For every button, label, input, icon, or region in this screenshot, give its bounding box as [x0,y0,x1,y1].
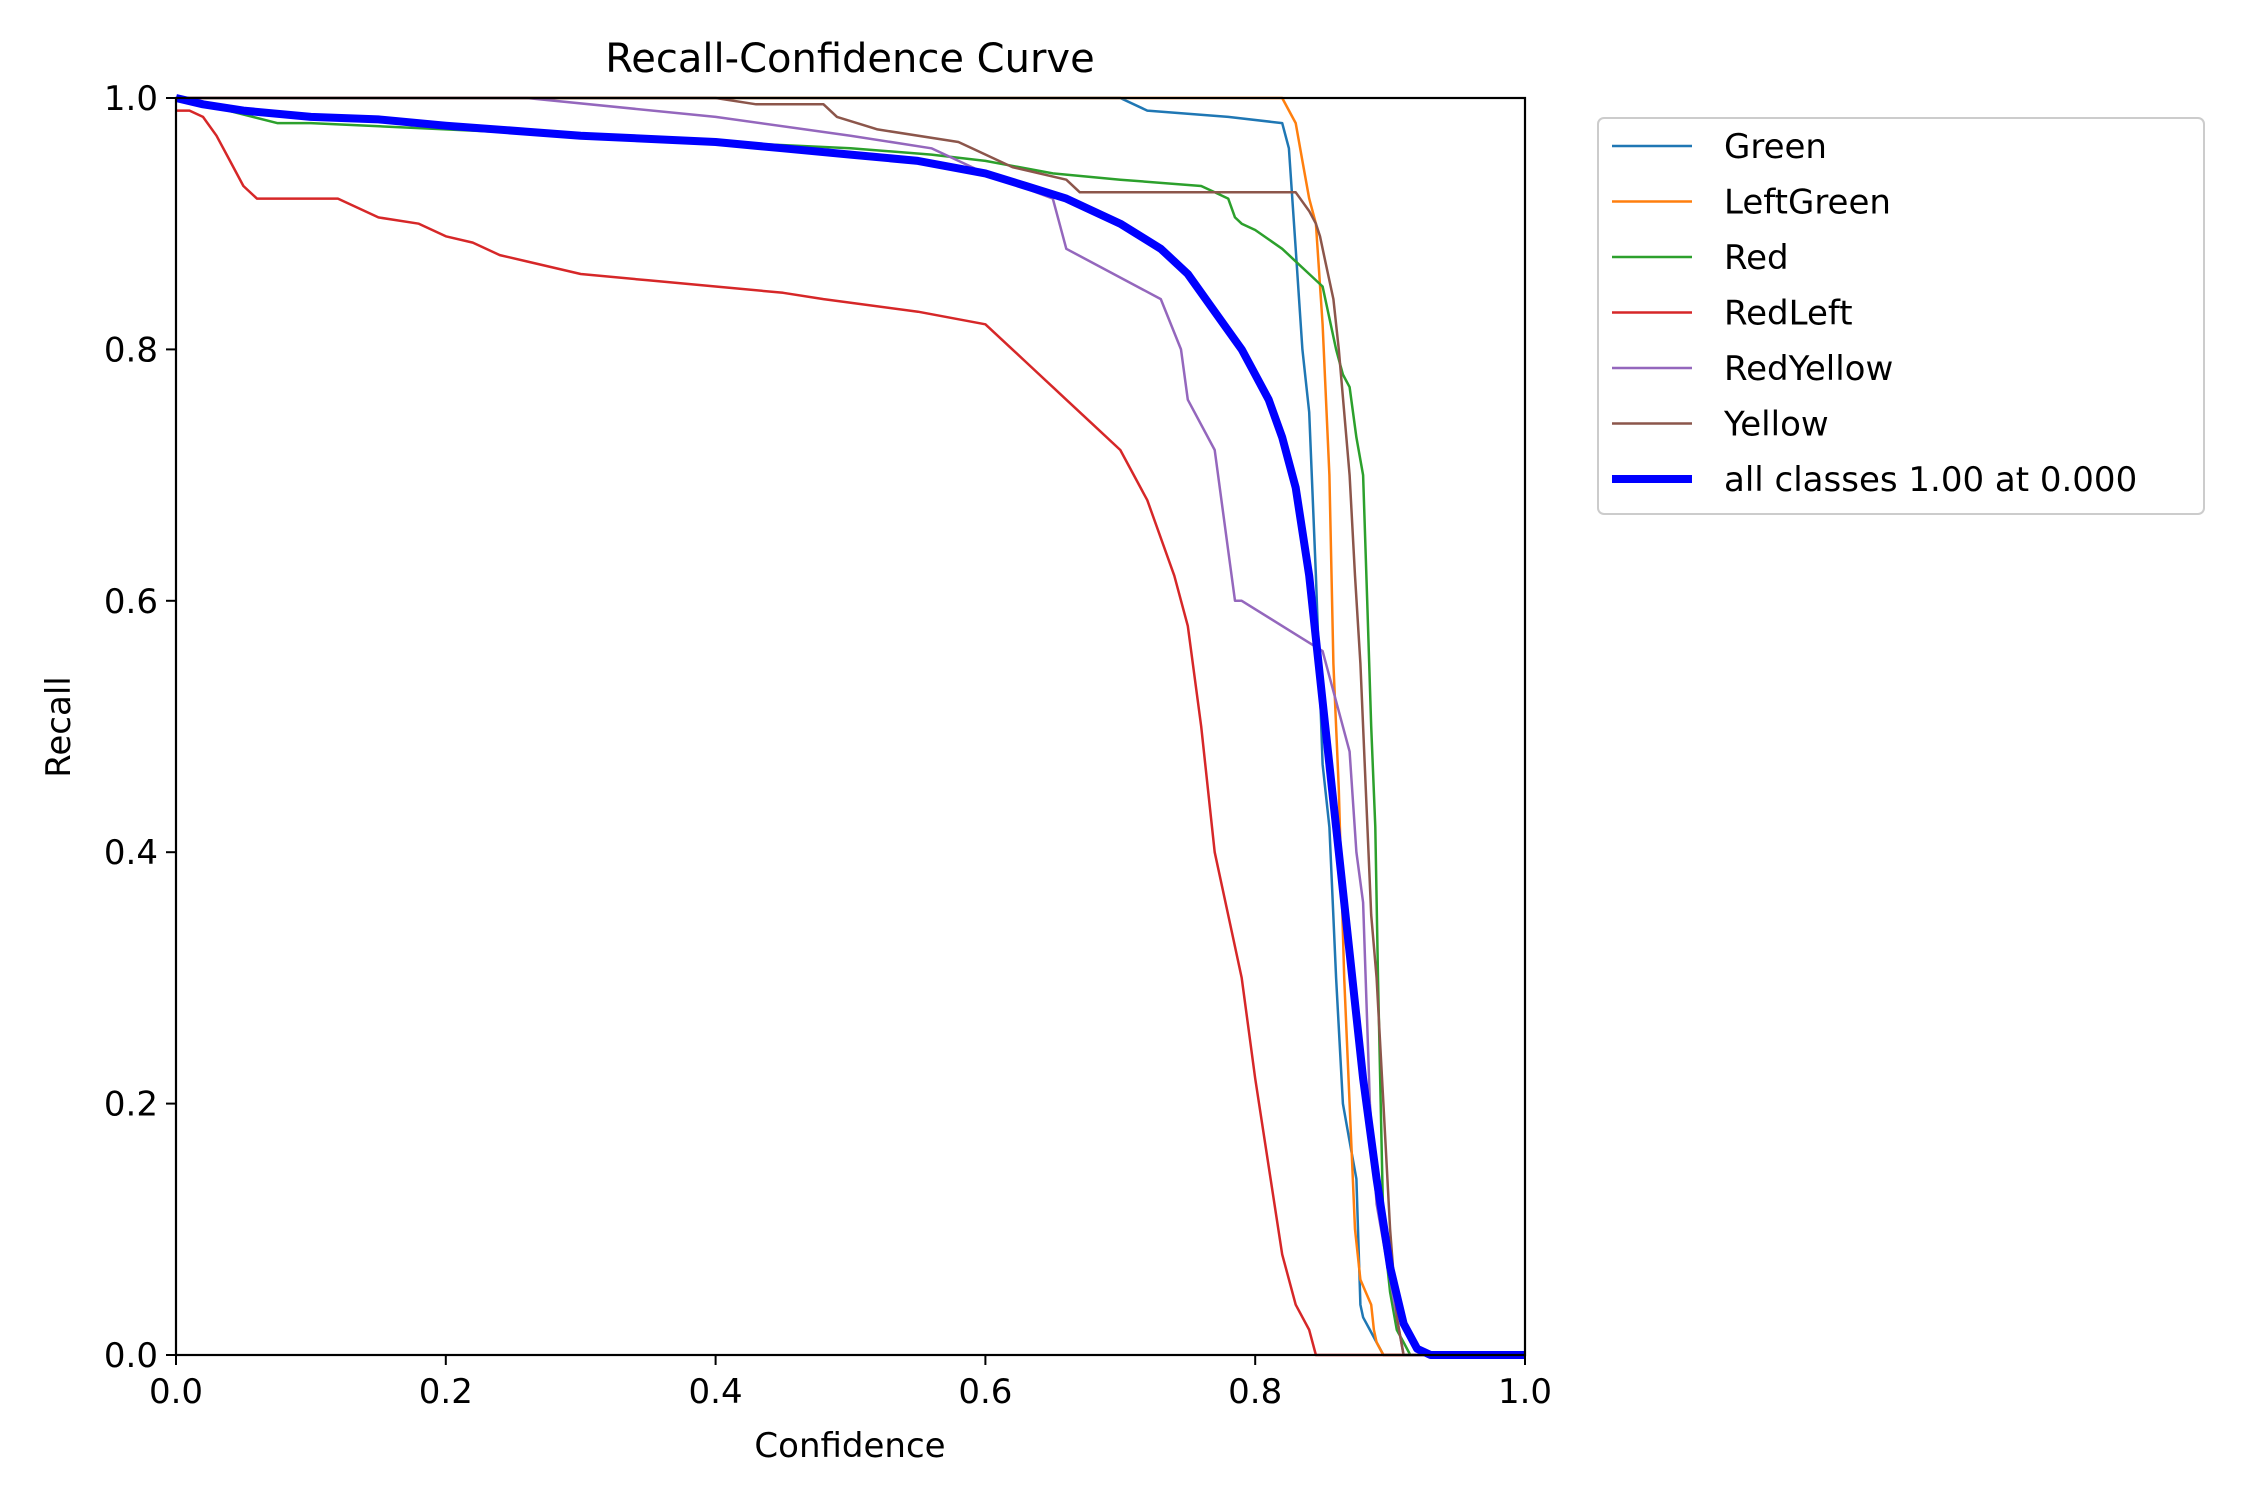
y-tick-label: 0.0 [104,1336,158,1376]
legend-label-red: Red [1724,238,1789,278]
legend-label-leftgreen: LeftGreen [1724,183,1891,223]
y-axis-label: Recall [39,676,79,777]
x-axis-ticks: 0.0 0.2 0.4 0.6 0.8 1.0 [149,1355,1552,1412]
legend-label-all-classes-1-00-at-0-000: all classes 1.00 at 0.000 [1724,460,2137,500]
legend-label-green: Green [1724,127,1827,167]
x-tick-label: 0.4 [689,1372,743,1412]
y-tick-label: 1.0 [104,79,158,119]
legend-label-redleft: RedLeft [1724,294,1853,334]
x-tick-label: 0.6 [958,1372,1012,1412]
y-tick-label: 0.8 [104,330,158,370]
legend-box [1597,117,2205,515]
y-tick-label: 0.2 [104,1085,158,1125]
legend-label-redyellow: RedYellow [1724,349,1893,389]
legend: Green LeftGreen Red RedLeft RedYellow Yellow a… [1597,117,2205,515]
plot-frame [174,96,1527,1357]
chart-title: Recall-Confidence Curve [605,36,1094,82]
x-tick-label: 0.2 [419,1372,473,1412]
x-tick-label: 0.0 [149,1372,203,1412]
y-tick-label: 0.4 [104,833,158,873]
x-tick-label: 0.8 [1228,1372,1282,1412]
series-line-yellow [176,96,1525,1357]
x-tick-label: 1.0 [1498,1372,1552,1412]
y-axis-ticks: 0.0 0.2 0.4 0.6 0.8 1.0 [104,79,176,1376]
series-line-all-classes-1-00-at-0-000 [175,94,1525,1359]
series-line-redleft [176,109,1525,1357]
x-axis-label: Confidence [754,1426,945,1466]
legend-label-yellow: Yellow [1723,405,1829,445]
y-tick-label: 0.6 [104,582,158,622]
